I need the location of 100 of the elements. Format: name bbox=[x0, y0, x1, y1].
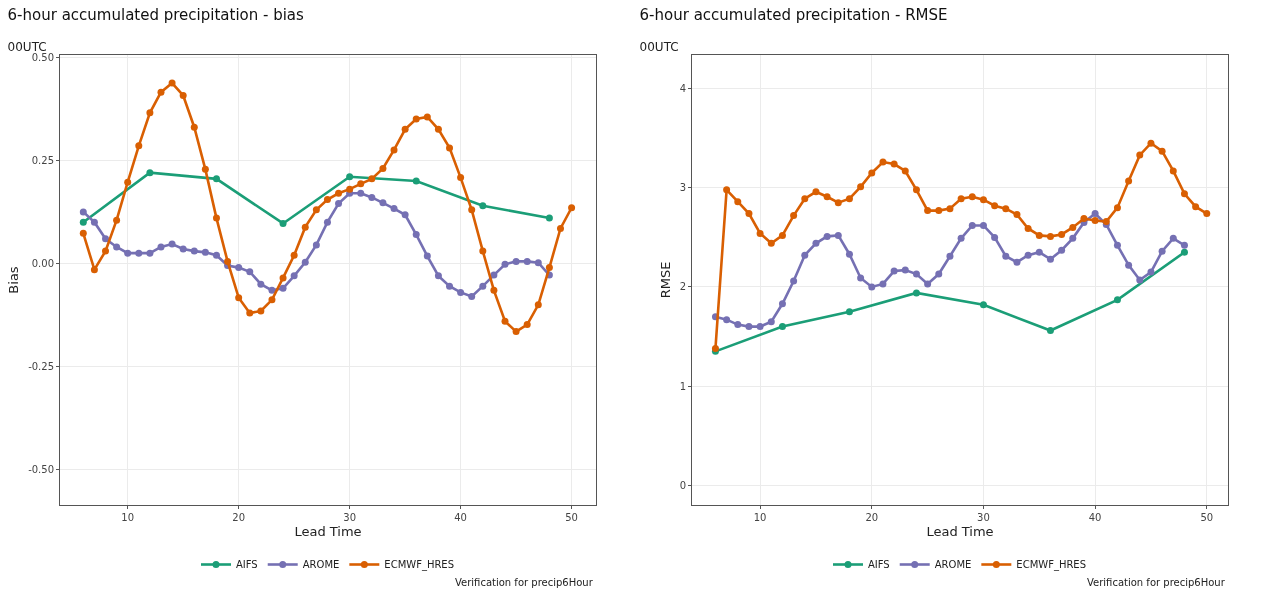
point bbox=[235, 294, 243, 302]
point bbox=[257, 280, 265, 288]
point bbox=[190, 123, 198, 131]
point bbox=[979, 301, 987, 309]
text: Verification for precip6Hour bbox=[1087, 577, 1226, 588]
point bbox=[868, 169, 876, 177]
y-tick-label: 3 bbox=[679, 182, 686, 194]
point bbox=[390, 205, 398, 213]
x-tick-label: 30 bbox=[343, 512, 357, 523]
point bbox=[135, 249, 143, 257]
point bbox=[1069, 234, 1077, 242]
point bbox=[1158, 247, 1166, 255]
point bbox=[357, 180, 365, 188]
point bbox=[301, 223, 309, 231]
point bbox=[857, 274, 865, 282]
point bbox=[767, 239, 775, 247]
point bbox=[434, 272, 442, 280]
point bbox=[991, 202, 999, 210]
point bbox=[534, 259, 542, 267]
point bbox=[479, 282, 487, 290]
point bbox=[1035, 231, 1043, 239]
chart-title: 6-hour accumulated precipitation - bias bbox=[7, 5, 305, 24]
point bbox=[323, 196, 331, 203]
point bbox=[1158, 147, 1166, 155]
y-tick-label: 1 bbox=[679, 380, 686, 392]
point bbox=[301, 258, 309, 266]
point bbox=[1125, 261, 1133, 269]
point bbox=[812, 188, 820, 196]
point bbox=[1024, 224, 1032, 232]
point bbox=[968, 221, 976, 229]
point bbox=[1136, 276, 1144, 284]
point bbox=[146, 109, 154, 117]
point bbox=[335, 200, 343, 208]
point bbox=[412, 115, 420, 123]
x-tick-label: 10 bbox=[753, 512, 767, 523]
point bbox=[1203, 210, 1211, 218]
point bbox=[901, 167, 909, 175]
point bbox=[212, 251, 220, 259]
point bbox=[157, 243, 165, 251]
y-tick-label: 0.25 bbox=[31, 154, 54, 166]
point bbox=[801, 251, 809, 259]
point bbox=[423, 113, 431, 121]
point bbox=[879, 158, 887, 166]
y-tick-label: 2 bbox=[679, 281, 686, 293]
x-tick-label: 10 bbox=[121, 512, 135, 523]
point bbox=[534, 301, 542, 309]
text: Verification for precip6Hour bbox=[455, 577, 594, 588]
point bbox=[157, 88, 165, 96]
point bbox=[845, 195, 853, 203]
point bbox=[957, 195, 965, 203]
point bbox=[79, 229, 87, 237]
point bbox=[790, 277, 798, 285]
legend-label: AROME bbox=[934, 559, 972, 571]
point bbox=[790, 212, 798, 220]
point bbox=[935, 270, 943, 278]
point bbox=[346, 173, 354, 181]
legend-label: ECMWF_HRES bbox=[384, 559, 455, 572]
point bbox=[446, 144, 454, 152]
point bbox=[279, 284, 287, 292]
point bbox=[146, 169, 154, 177]
point bbox=[179, 91, 187, 99]
point bbox=[1046, 232, 1054, 240]
point bbox=[279, 219, 287, 227]
point bbox=[924, 207, 932, 215]
point bbox=[1058, 246, 1066, 254]
x-tick-label: 20 bbox=[232, 512, 246, 523]
point bbox=[512, 328, 520, 336]
point bbox=[124, 249, 132, 257]
point bbox=[523, 321, 531, 329]
point bbox=[1192, 203, 1200, 211]
point bbox=[845, 308, 853, 316]
point bbox=[545, 264, 553, 272]
point bbox=[368, 175, 376, 183]
point bbox=[568, 204, 576, 212]
point bbox=[346, 185, 354, 193]
point bbox=[1013, 211, 1021, 219]
point bbox=[556, 224, 564, 232]
point bbox=[224, 257, 232, 265]
point bbox=[335, 189, 343, 197]
point bbox=[457, 174, 465, 182]
point bbox=[834, 231, 842, 239]
point bbox=[401, 125, 409, 133]
chart-subtitle: 00UTC bbox=[639, 40, 679, 55]
point bbox=[446, 282, 454, 290]
point bbox=[756, 229, 764, 237]
point bbox=[912, 186, 920, 194]
point bbox=[879, 280, 887, 288]
point bbox=[190, 247, 198, 255]
point bbox=[257, 307, 265, 315]
point bbox=[979, 221, 987, 229]
point bbox=[1113, 204, 1121, 212]
point bbox=[545, 214, 553, 222]
point bbox=[935, 207, 943, 215]
point bbox=[1058, 230, 1066, 238]
point bbox=[479, 202, 487, 210]
point bbox=[102, 235, 109, 243]
point bbox=[890, 160, 898, 168]
point bbox=[523, 257, 531, 265]
point bbox=[501, 260, 509, 268]
point bbox=[412, 231, 420, 239]
